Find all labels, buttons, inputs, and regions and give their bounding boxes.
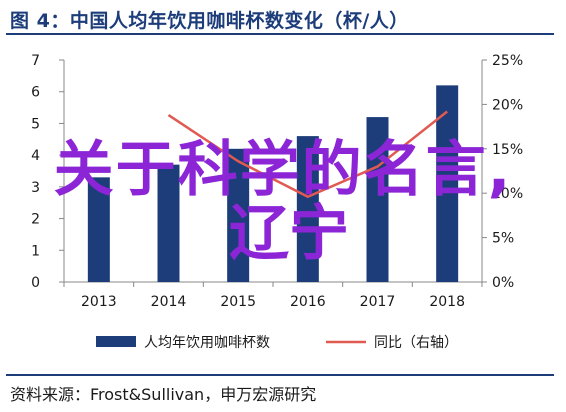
legend-layer: 人均年饮用咖啡杯数 同比（右轴）	[96, 335, 458, 351]
right-tick-label: 10%	[492, 186, 523, 202]
source-note: 资料来源：Frost&Sullivan，申万宏源研究	[10, 385, 317, 404]
left-tick-label: 4	[31, 148, 40, 164]
x-tick-label: 2013	[81, 294, 117, 310]
right-tick-label: 15%	[492, 142, 523, 158]
bar	[227, 148, 250, 282]
bar	[296, 136, 319, 282]
source-rule	[6, 374, 554, 376]
x-tick-label: 2015	[220, 294, 256, 310]
legend-swatch-bar	[96, 336, 136, 347]
bar	[436, 85, 459, 282]
bar	[366, 117, 389, 282]
x-tick-label: 2016	[290, 294, 326, 310]
x-tick-label: 2018	[429, 294, 465, 310]
x-tick-label: 2017	[360, 294, 396, 310]
left-tick-label: 6	[31, 85, 40, 101]
legend-label-bar: 人均年饮用咖啡杯数	[144, 335, 270, 351]
right-tick-label: 0%	[492, 275, 514, 291]
bar	[87, 177, 110, 282]
left-tick-label: 2	[31, 212, 40, 228]
right-tick-label: 25%	[492, 53, 523, 69]
title-rule	[6, 33, 554, 35]
x-tick-label: 2014	[151, 294, 187, 310]
bar	[157, 164, 180, 282]
bars-layer	[87, 85, 459, 282]
left-tick-label: 0	[31, 275, 40, 291]
legend-label-line: 同比（右轴）	[374, 335, 458, 351]
left-tick-label: 7	[31, 53, 40, 69]
right-tick-label: 5%	[492, 231, 514, 247]
left-tick-label: 1	[31, 243, 40, 259]
right-tick-label: 20%	[492, 97, 523, 113]
chart-title: 图 4：中国人均年饮用咖啡杯数变化（杯/人）	[10, 10, 409, 32]
line-layer	[167, 110, 448, 199]
left-tick-label: 3	[31, 180, 40, 196]
left-tick-label: 5	[31, 116, 40, 132]
axes-layer: 0 1 2 3 4 5 6 7 0% 5% 10% 15% 20% 25% 2013 2014 2015 2016…	[31, 53, 523, 310]
